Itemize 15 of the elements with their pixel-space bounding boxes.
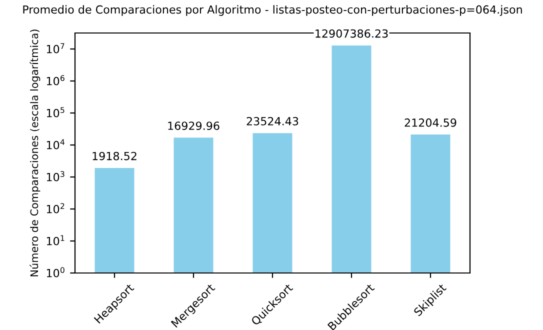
y-tick-label: 10$^{1}$ bbox=[46, 235, 64, 246]
y-tick-label: 10$^{7}$ bbox=[46, 43, 64, 54]
y-tick-label: 10$^{6}$ bbox=[46, 75, 64, 86]
y-tick-label: 10$^{2}$ bbox=[46, 203, 64, 214]
y-axis-title: Número de Comparaciones (escala logarítmica) bbox=[30, 30, 40, 276]
y-tick-label: 10$^{0}$ bbox=[46, 267, 64, 278]
data-label: 21204.59 bbox=[404, 118, 456, 127]
data-label: 1918.52 bbox=[92, 152, 136, 160]
data-label: 12907386.23 bbox=[316, 29, 388, 38]
data-label: 23524.43 bbox=[246, 116, 298, 126]
y-tick-label: 10$^{5}$ bbox=[46, 107, 64, 118]
y-tick-label: 10$^{3}$ bbox=[46, 171, 64, 182]
data-label: 16929.96 bbox=[168, 122, 220, 130]
chart-title: Promedio de Comparaciones por Algoritmo - listas-posteo-con-perturbaciones-p=064.json bbox=[23, 5, 522, 16]
y-tick-label: 10$^{4}$ bbox=[46, 139, 64, 150]
